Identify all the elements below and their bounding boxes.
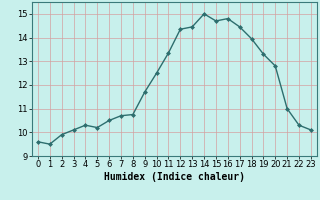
X-axis label: Humidex (Indice chaleur): Humidex (Indice chaleur) <box>104 172 245 182</box>
